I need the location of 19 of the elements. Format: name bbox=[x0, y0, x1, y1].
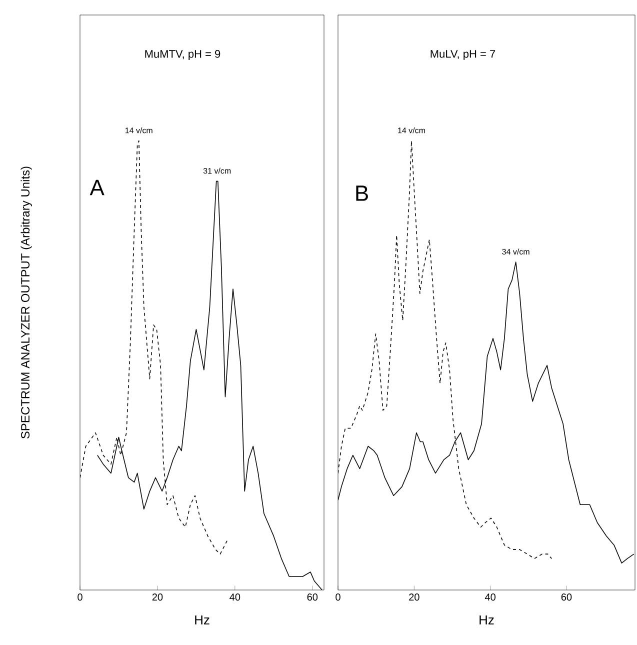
annotation: 34 v/cm bbox=[502, 248, 530, 255]
annotation: 14 v/cm bbox=[398, 127, 425, 134]
y-axis-title: SPECTRUM ANALYZER OUTPUT (Arbitrary Units) bbox=[20, 166, 32, 439]
x-axis-title: Hz bbox=[480, 615, 494, 624]
annotation: 31 v/cm bbox=[203, 168, 231, 174]
x-tick-label: 40 bbox=[484, 594, 496, 601]
x-tick-label: 20 bbox=[152, 594, 163, 601]
x-tick-label: 60 bbox=[561, 594, 572, 601]
x-tick-label: 40 bbox=[230, 594, 240, 601]
annotation: B bbox=[356, 186, 368, 201]
x-tick-label: 0 bbox=[336, 594, 340, 601]
x-tick-label: 20 bbox=[409, 594, 420, 601]
x-tick-label: 60 bbox=[307, 594, 318, 601]
annotation: A bbox=[90, 180, 104, 196]
x-axis-title: Hz bbox=[195, 615, 210, 624]
chart-title: MuLV, pH = 7 bbox=[430, 50, 496, 60]
annotation: 14 v/cm bbox=[125, 127, 152, 134]
x-tick-label: 0 bbox=[78, 594, 82, 601]
chart-title: MuMTV, pH = 9 bbox=[145, 50, 220, 60]
